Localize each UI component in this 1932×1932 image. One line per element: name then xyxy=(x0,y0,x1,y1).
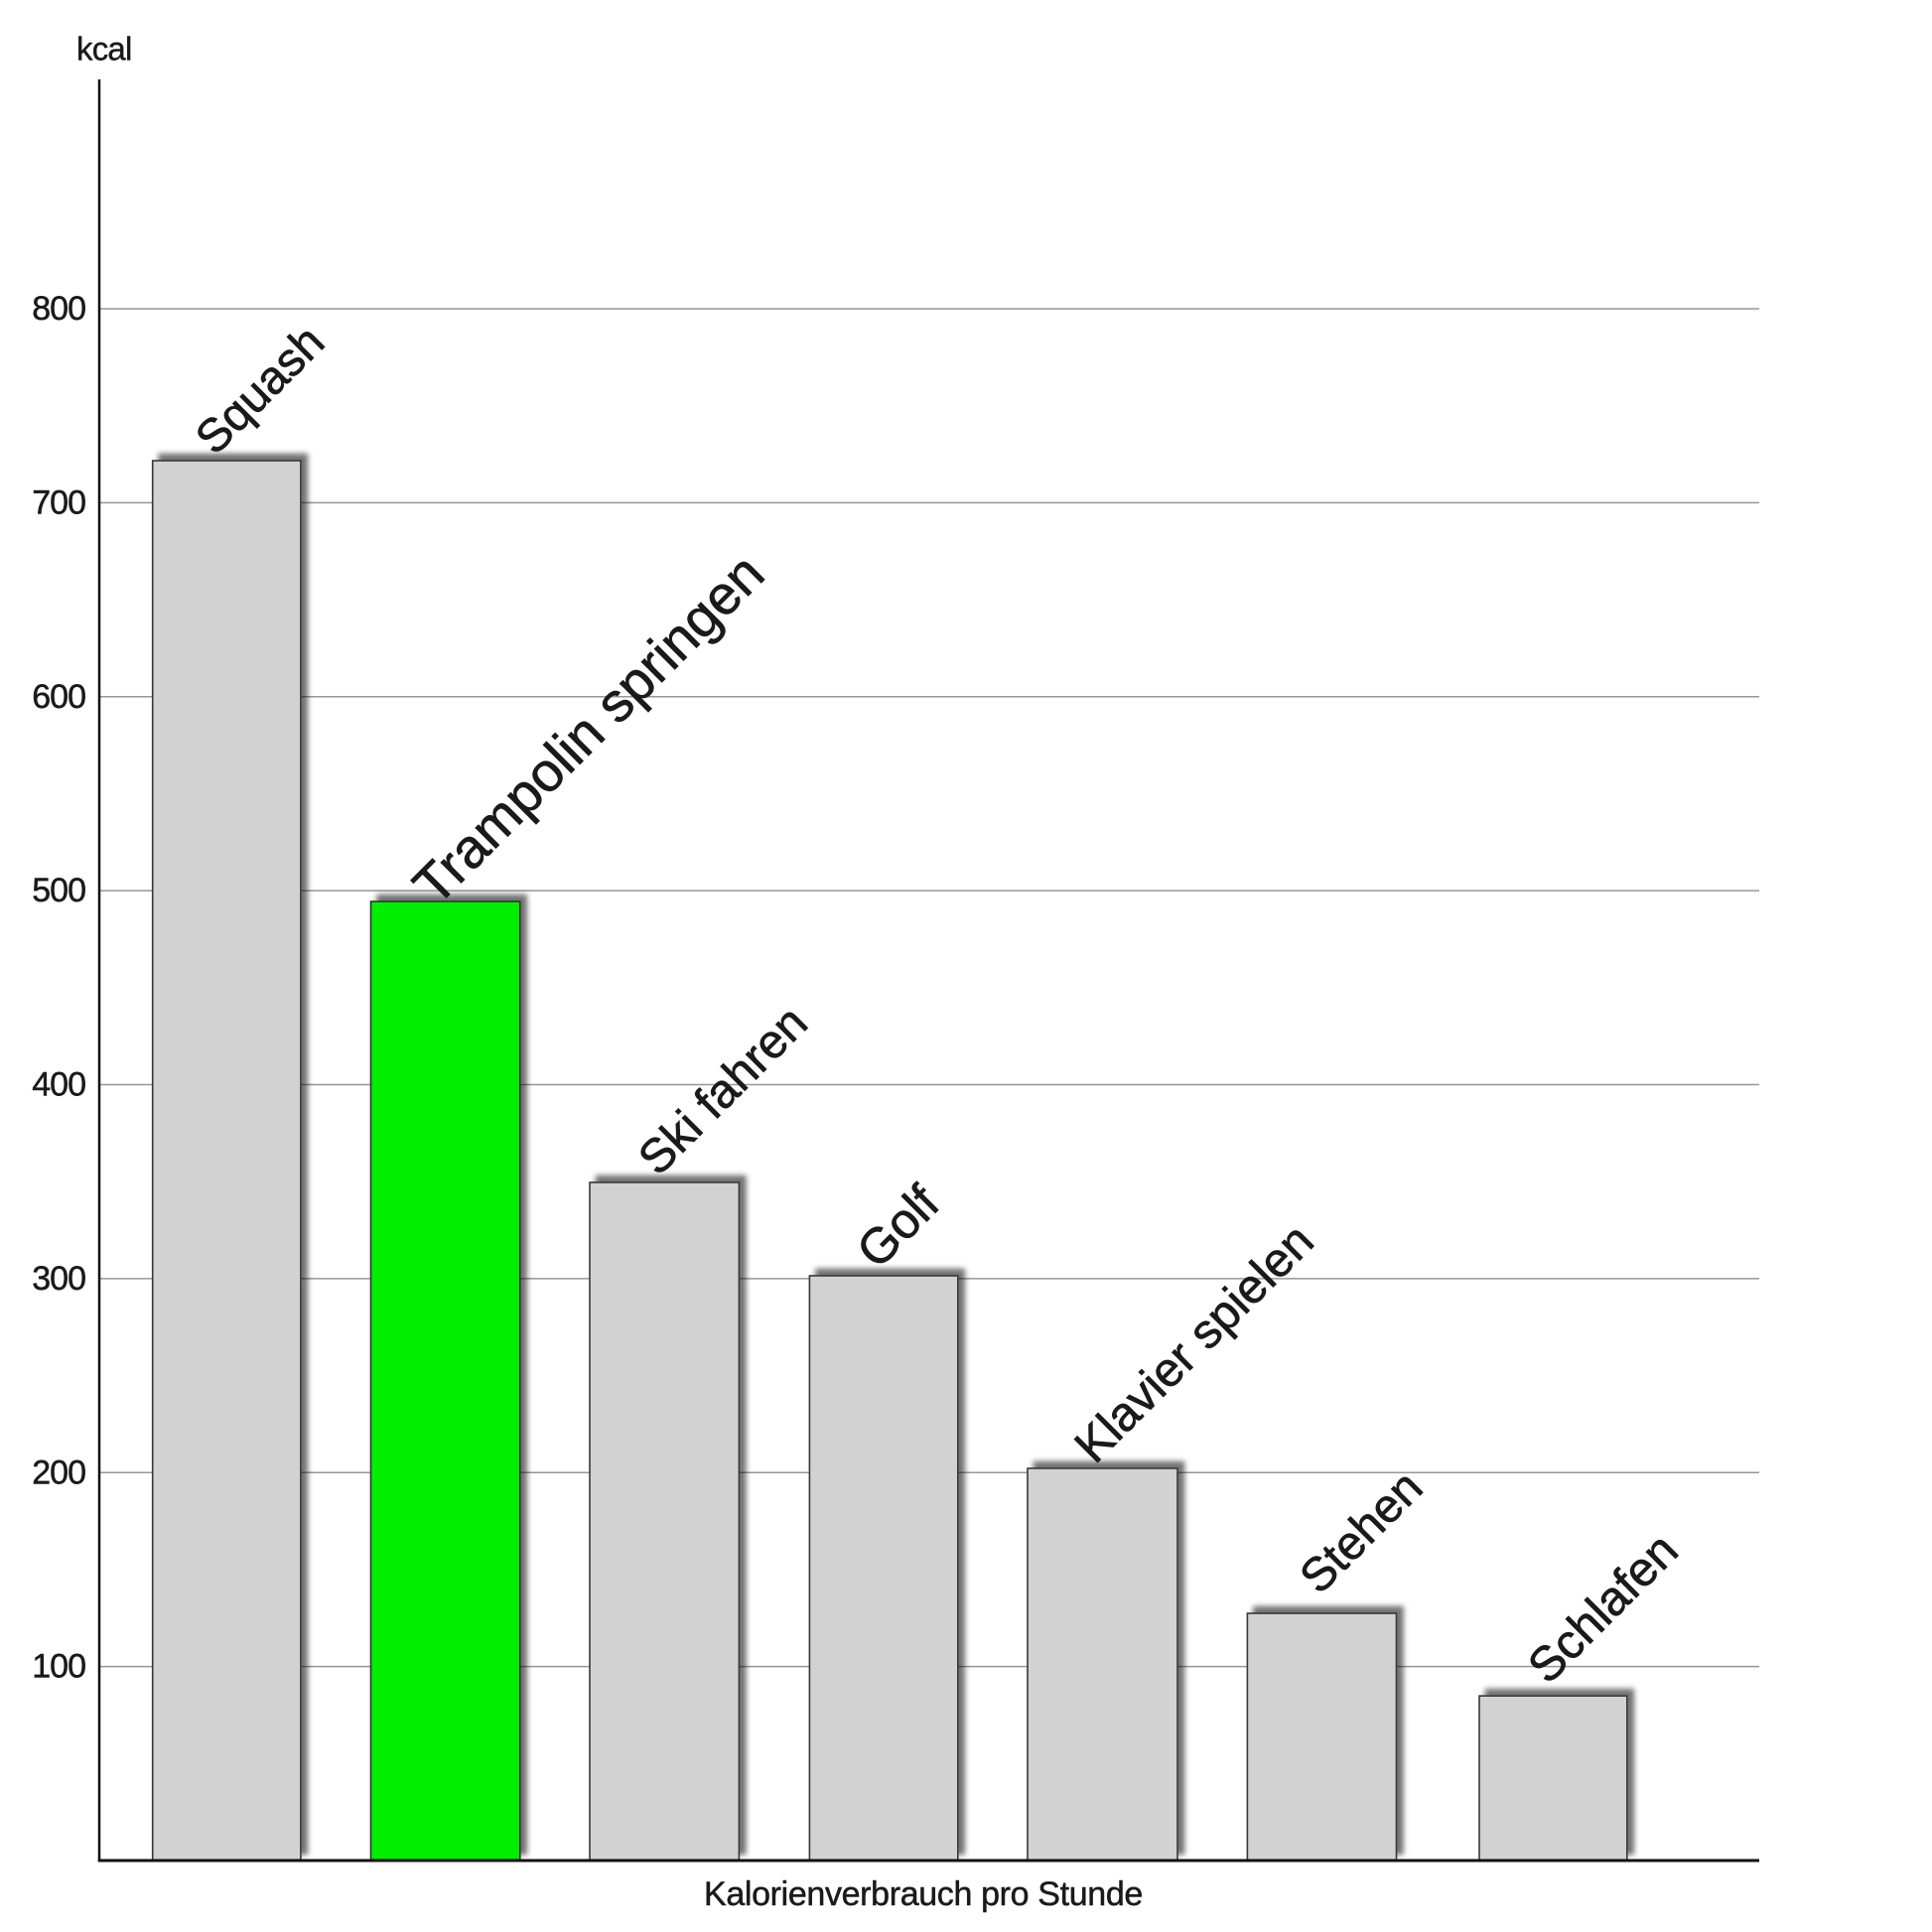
svg-text:700: 700 xyxy=(32,483,85,521)
svg-text:kcal: kcal xyxy=(76,31,132,68)
svg-text:500: 500 xyxy=(32,872,85,909)
svg-text:Kalorienverbrauch pro Stunde: Kalorienverbrauch pro Stunde xyxy=(704,1875,1143,1913)
svg-text:400: 400 xyxy=(32,1066,85,1104)
svg-text:800: 800 xyxy=(32,290,85,328)
svg-text:600: 600 xyxy=(32,678,85,716)
svg-text:100: 100 xyxy=(32,1648,85,1686)
svg-text:200: 200 xyxy=(32,1453,85,1491)
svg-text:300: 300 xyxy=(32,1260,85,1298)
